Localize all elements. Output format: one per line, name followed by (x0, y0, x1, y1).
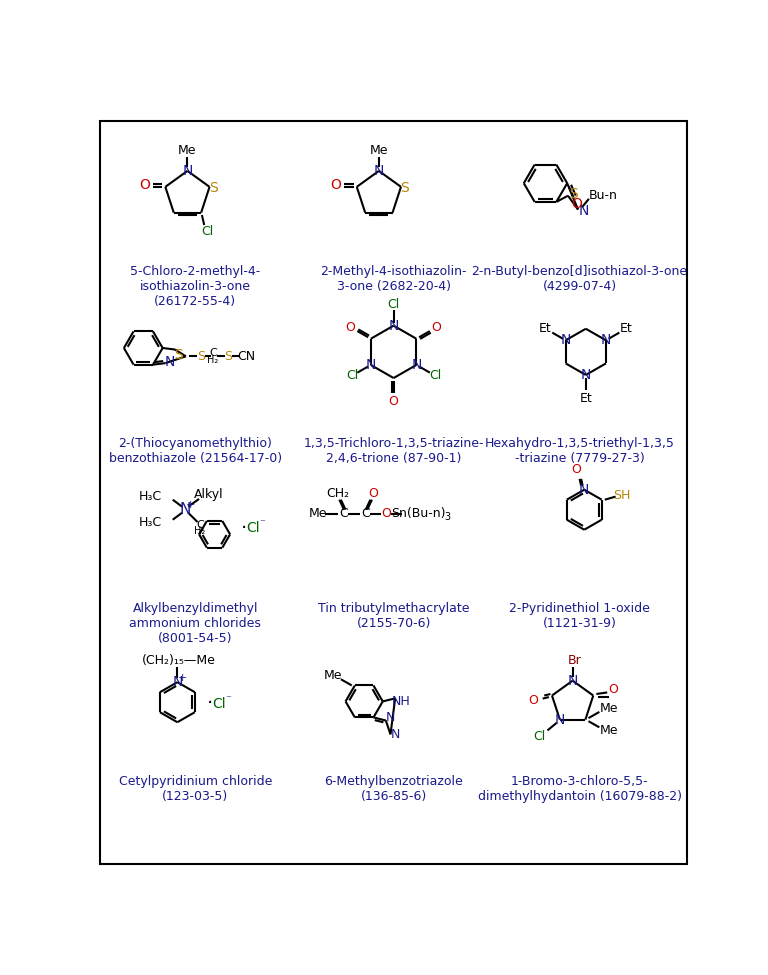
Text: N: N (389, 319, 399, 332)
Text: H₂: H₂ (207, 355, 219, 366)
Text: Sn(Bu-n): Sn(Bu-n) (391, 507, 445, 520)
Text: (CH₂)₁₅—Me: (CH₂)₁₅—Me (142, 654, 216, 667)
Text: 1,3,5-Trichloro-1,3,5-triazine-
2,4,6-trione (87-90-1): 1,3,5-Trichloro-1,3,5-triazine- 2,4,6-tr… (303, 437, 484, 464)
Text: Cl: Cl (534, 730, 546, 743)
Text: Me: Me (308, 507, 327, 520)
Text: 2-(Thiocyanomethylthio)
benzothiazole (21564-17-0): 2-(Thiocyanomethylthio) benzothiazole (2… (108, 437, 282, 464)
Text: Alkylbenzyldimethyl
ammonium chlorides
(8001-54-5): Alkylbenzyldimethyl ammonium chlorides (… (129, 603, 261, 645)
Text: S: S (224, 350, 233, 363)
Text: Cl: Cl (388, 297, 399, 311)
Text: Hexahydro-1,3,5-triethyl-1,3,5
-triazine (7779-27-3): Hexahydro-1,3,5-triethyl-1,3,5 -triazine… (485, 437, 674, 464)
Text: N: N (390, 728, 400, 741)
Text: C: C (209, 348, 217, 358)
Text: +: + (186, 500, 195, 510)
Text: H₃C: H₃C (139, 490, 162, 503)
Text: O: O (381, 507, 391, 520)
Text: O: O (139, 178, 150, 192)
Text: 1-Bromo-3-chloro-5,5-
dimethylhydantoin (16079-88-2): 1-Bromo-3-chloro-5,5- dimethylhydantoin … (478, 775, 682, 803)
Text: Et: Et (620, 323, 632, 335)
Text: Cl: Cl (213, 697, 226, 711)
Text: Et: Et (579, 392, 592, 405)
Text: N: N (374, 164, 384, 177)
Text: Cl: Cl (429, 370, 442, 382)
Text: N: N (180, 502, 190, 517)
Text: N: N (165, 355, 175, 369)
Text: 3: 3 (445, 513, 451, 523)
Text: 6-Methylbenzotriazole
(136-85-6): 6-Methylbenzotriazole (136-85-6) (324, 775, 463, 803)
Text: Cl: Cl (247, 522, 260, 535)
Text: Alkyl: Alkyl (194, 488, 223, 501)
Text: C: C (361, 507, 370, 520)
Text: N: N (411, 358, 422, 371)
Text: Me: Me (599, 702, 618, 716)
Text: N: N (172, 675, 183, 689)
Text: S: S (197, 350, 204, 363)
Text: O: O (608, 682, 618, 696)
Text: N: N (568, 674, 578, 687)
Text: S: S (209, 181, 218, 195)
Text: O: O (330, 178, 341, 192)
Text: CH₂: CH₂ (326, 488, 349, 500)
Text: CN: CN (237, 350, 256, 363)
Text: Tin tributylmethacrylate
(2155-70-6): Tin tributylmethacrylate (2155-70-6) (318, 603, 469, 630)
Text: N: N (182, 164, 193, 177)
Text: O: O (571, 197, 582, 211)
Text: ⁻: ⁻ (226, 694, 231, 704)
Text: SH: SH (613, 488, 631, 501)
Text: O: O (571, 463, 581, 476)
Text: Br: Br (568, 654, 581, 667)
Text: H₃C: H₃C (139, 517, 162, 529)
Text: Me: Me (178, 144, 197, 157)
Text: C: C (339, 507, 349, 520)
Text: N: N (578, 204, 588, 218)
Text: Me: Me (599, 723, 618, 737)
Text: ·: · (241, 519, 247, 537)
Text: H₂: H₂ (194, 526, 206, 536)
Text: N: N (579, 483, 589, 496)
Text: Cetylpyridinium chloride
(123-03-5): Cetylpyridinium chloride (123-03-5) (118, 775, 272, 803)
Text: O: O (389, 395, 399, 408)
Text: S: S (400, 181, 409, 195)
Text: O: O (528, 693, 538, 707)
Text: Bu-n: Bu-n (588, 189, 617, 202)
Text: O: O (432, 321, 442, 333)
Text: Me: Me (324, 669, 343, 682)
Text: N: N (601, 333, 611, 347)
Text: S: S (174, 348, 183, 362)
Text: Et: Et (539, 323, 552, 335)
Text: NH: NH (392, 695, 411, 708)
Text: S: S (569, 187, 578, 201)
Text: N: N (366, 358, 376, 371)
Text: O: O (346, 321, 356, 333)
Text: ⁻: ⁻ (260, 519, 266, 528)
Text: 5-Chloro-2-methyl-4-
isothiazolin-3-one
(26172-55-4): 5-Chloro-2-methyl-4- isothiazolin-3-one … (130, 265, 260, 308)
Text: 2-Methyl-4-isothiazolin-
3-one (2682-20-4): 2-Methyl-4-isothiazolin- 3-one (2682-20-… (320, 265, 467, 292)
Text: N: N (561, 333, 571, 347)
Text: Me: Me (369, 144, 388, 157)
Text: Cl: Cl (201, 225, 214, 239)
Text: Cl: Cl (346, 370, 358, 382)
Text: N: N (554, 713, 565, 726)
Text: N: N (386, 711, 396, 723)
Text: +: + (178, 674, 187, 683)
Text: O: O (369, 488, 379, 500)
Text: N: N (581, 368, 591, 382)
Text: 2-n-Butyl-benzo[d]isothiazol-3-one
(4299-07-4): 2-n-Butyl-benzo[d]isothiazol-3-one (4299… (472, 265, 687, 292)
Text: ·: · (207, 694, 213, 714)
Text: C: C (196, 520, 204, 530)
Text: 2-Pyridinethiol 1-oxide
(1121-31-9): 2-Pyridinethiol 1-oxide (1121-31-9) (509, 603, 650, 630)
